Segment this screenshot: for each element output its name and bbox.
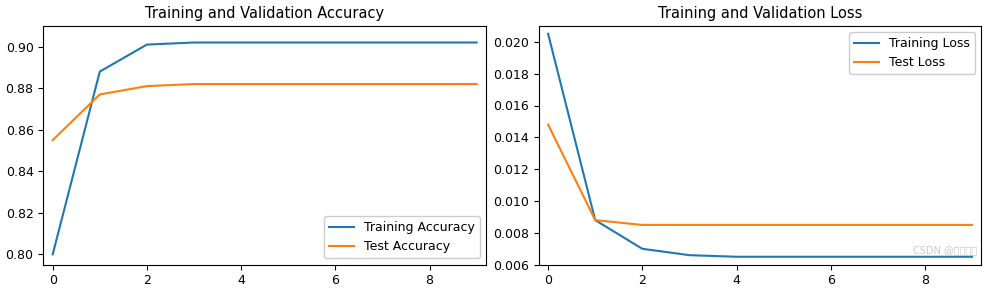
Legend: Training Loss, Test Loss: Training Loss, Test Loss	[849, 32, 974, 74]
Test Loss	[965, 223, 977, 227]
Test Accuracy	[141, 84, 153, 88]
Training Loss	[965, 255, 977, 258]
Training Accuracy	[329, 41, 341, 44]
Training Accuracy	[376, 41, 387, 44]
Line: Training Loss: Training Loss	[547, 34, 971, 257]
Line: Training Accuracy: Training Accuracy	[52, 42, 476, 254]
Test Accuracy	[46, 138, 58, 142]
Training Loss	[682, 253, 694, 257]
Training Accuracy	[94, 70, 106, 73]
Training Loss	[541, 32, 553, 36]
Legend: Training Accuracy, Test Accuracy: Training Accuracy, Test Accuracy	[323, 216, 479, 258]
Test Loss	[824, 223, 836, 227]
Test Accuracy	[329, 82, 341, 86]
Line: Test Accuracy: Test Accuracy	[52, 84, 476, 140]
Training Accuracy	[188, 41, 200, 44]
Training Loss	[824, 255, 836, 258]
Test Accuracy	[94, 93, 106, 96]
Test Loss	[636, 223, 648, 227]
Text: CSDN @大地之灯: CSDN @大地之灯	[912, 245, 976, 255]
Test Loss	[777, 223, 789, 227]
Training Loss	[777, 255, 789, 258]
Test Accuracy	[470, 82, 482, 86]
Title: Training and Validation Accuracy: Training and Validation Accuracy	[145, 6, 384, 21]
Title: Training and Validation Loss: Training and Validation Loss	[658, 6, 862, 21]
Training Accuracy	[423, 41, 435, 44]
Training Accuracy	[235, 41, 246, 44]
Test Accuracy	[235, 82, 246, 86]
Training Loss	[871, 255, 882, 258]
Test Loss	[871, 223, 882, 227]
Test Accuracy	[282, 82, 294, 86]
Test Loss	[918, 223, 930, 227]
Test Accuracy	[376, 82, 387, 86]
Test Loss	[730, 223, 741, 227]
Training Accuracy	[46, 253, 58, 256]
Test Loss	[589, 218, 600, 222]
Test Accuracy	[423, 82, 435, 86]
Training Loss	[730, 255, 741, 258]
Training Loss	[636, 247, 648, 251]
Training Loss	[918, 255, 930, 258]
Training Accuracy	[282, 41, 294, 44]
Test Loss	[682, 223, 694, 227]
Test Accuracy	[188, 82, 200, 86]
Training Accuracy	[141, 43, 153, 46]
Line: Test Loss: Test Loss	[547, 125, 971, 225]
Training Accuracy	[470, 41, 482, 44]
Test Loss	[541, 123, 553, 126]
Training Loss	[589, 218, 600, 222]
